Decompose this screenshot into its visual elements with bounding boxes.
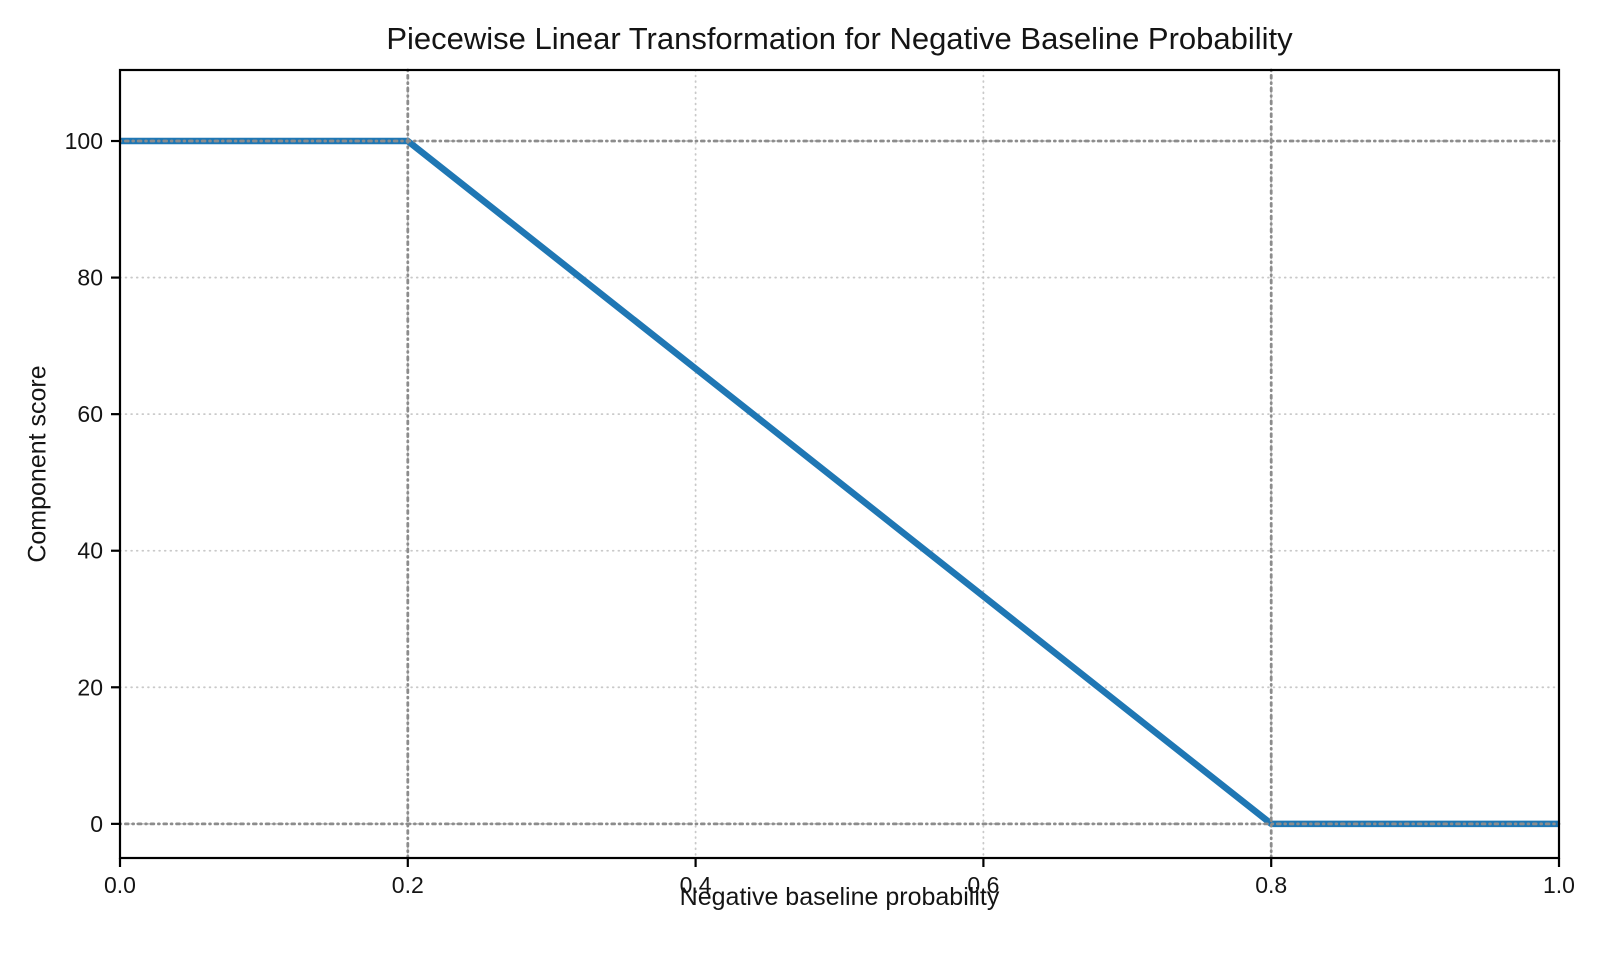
- series-lines: [120, 137, 1559, 828]
- x-axis-label: Negative baseline probability: [679, 883, 1000, 911]
- y-tick-label: 100: [65, 128, 103, 154]
- axis-ticks: [111, 139, 1561, 867]
- y-tick-label: 60: [77, 401, 103, 427]
- plot-spines: [118, 68, 1561, 860]
- x-tick-label: 0.2: [392, 872, 424, 898]
- x-tick-label: 0.0: [104, 872, 136, 898]
- y-tick-label: 40: [77, 538, 103, 564]
- gridlines: [119, 69, 1560, 859]
- chart-title: Piecewise Linear Transformation for Nega…: [386, 21, 1293, 56]
- x-tick-label: 0.8: [1255, 872, 1287, 898]
- y-tick-label: 20: [77, 674, 103, 700]
- x-tick-label: 0.6: [967, 872, 999, 898]
- x-tick-label: 0.4: [680, 872, 712, 898]
- series-line-component-score-transform: [120, 137, 1559, 828]
- reference-lines: [118, 68, 1561, 860]
- y-tick-label: 80: [77, 265, 103, 291]
- x-tick-label: 1.0: [1543, 872, 1575, 898]
- y-tick-label: 0: [90, 811, 103, 837]
- tick-labels: 0.0 0.2 0.4 0.6 0.8 1.0 0 20 40 60 80 100: [65, 128, 1575, 898]
